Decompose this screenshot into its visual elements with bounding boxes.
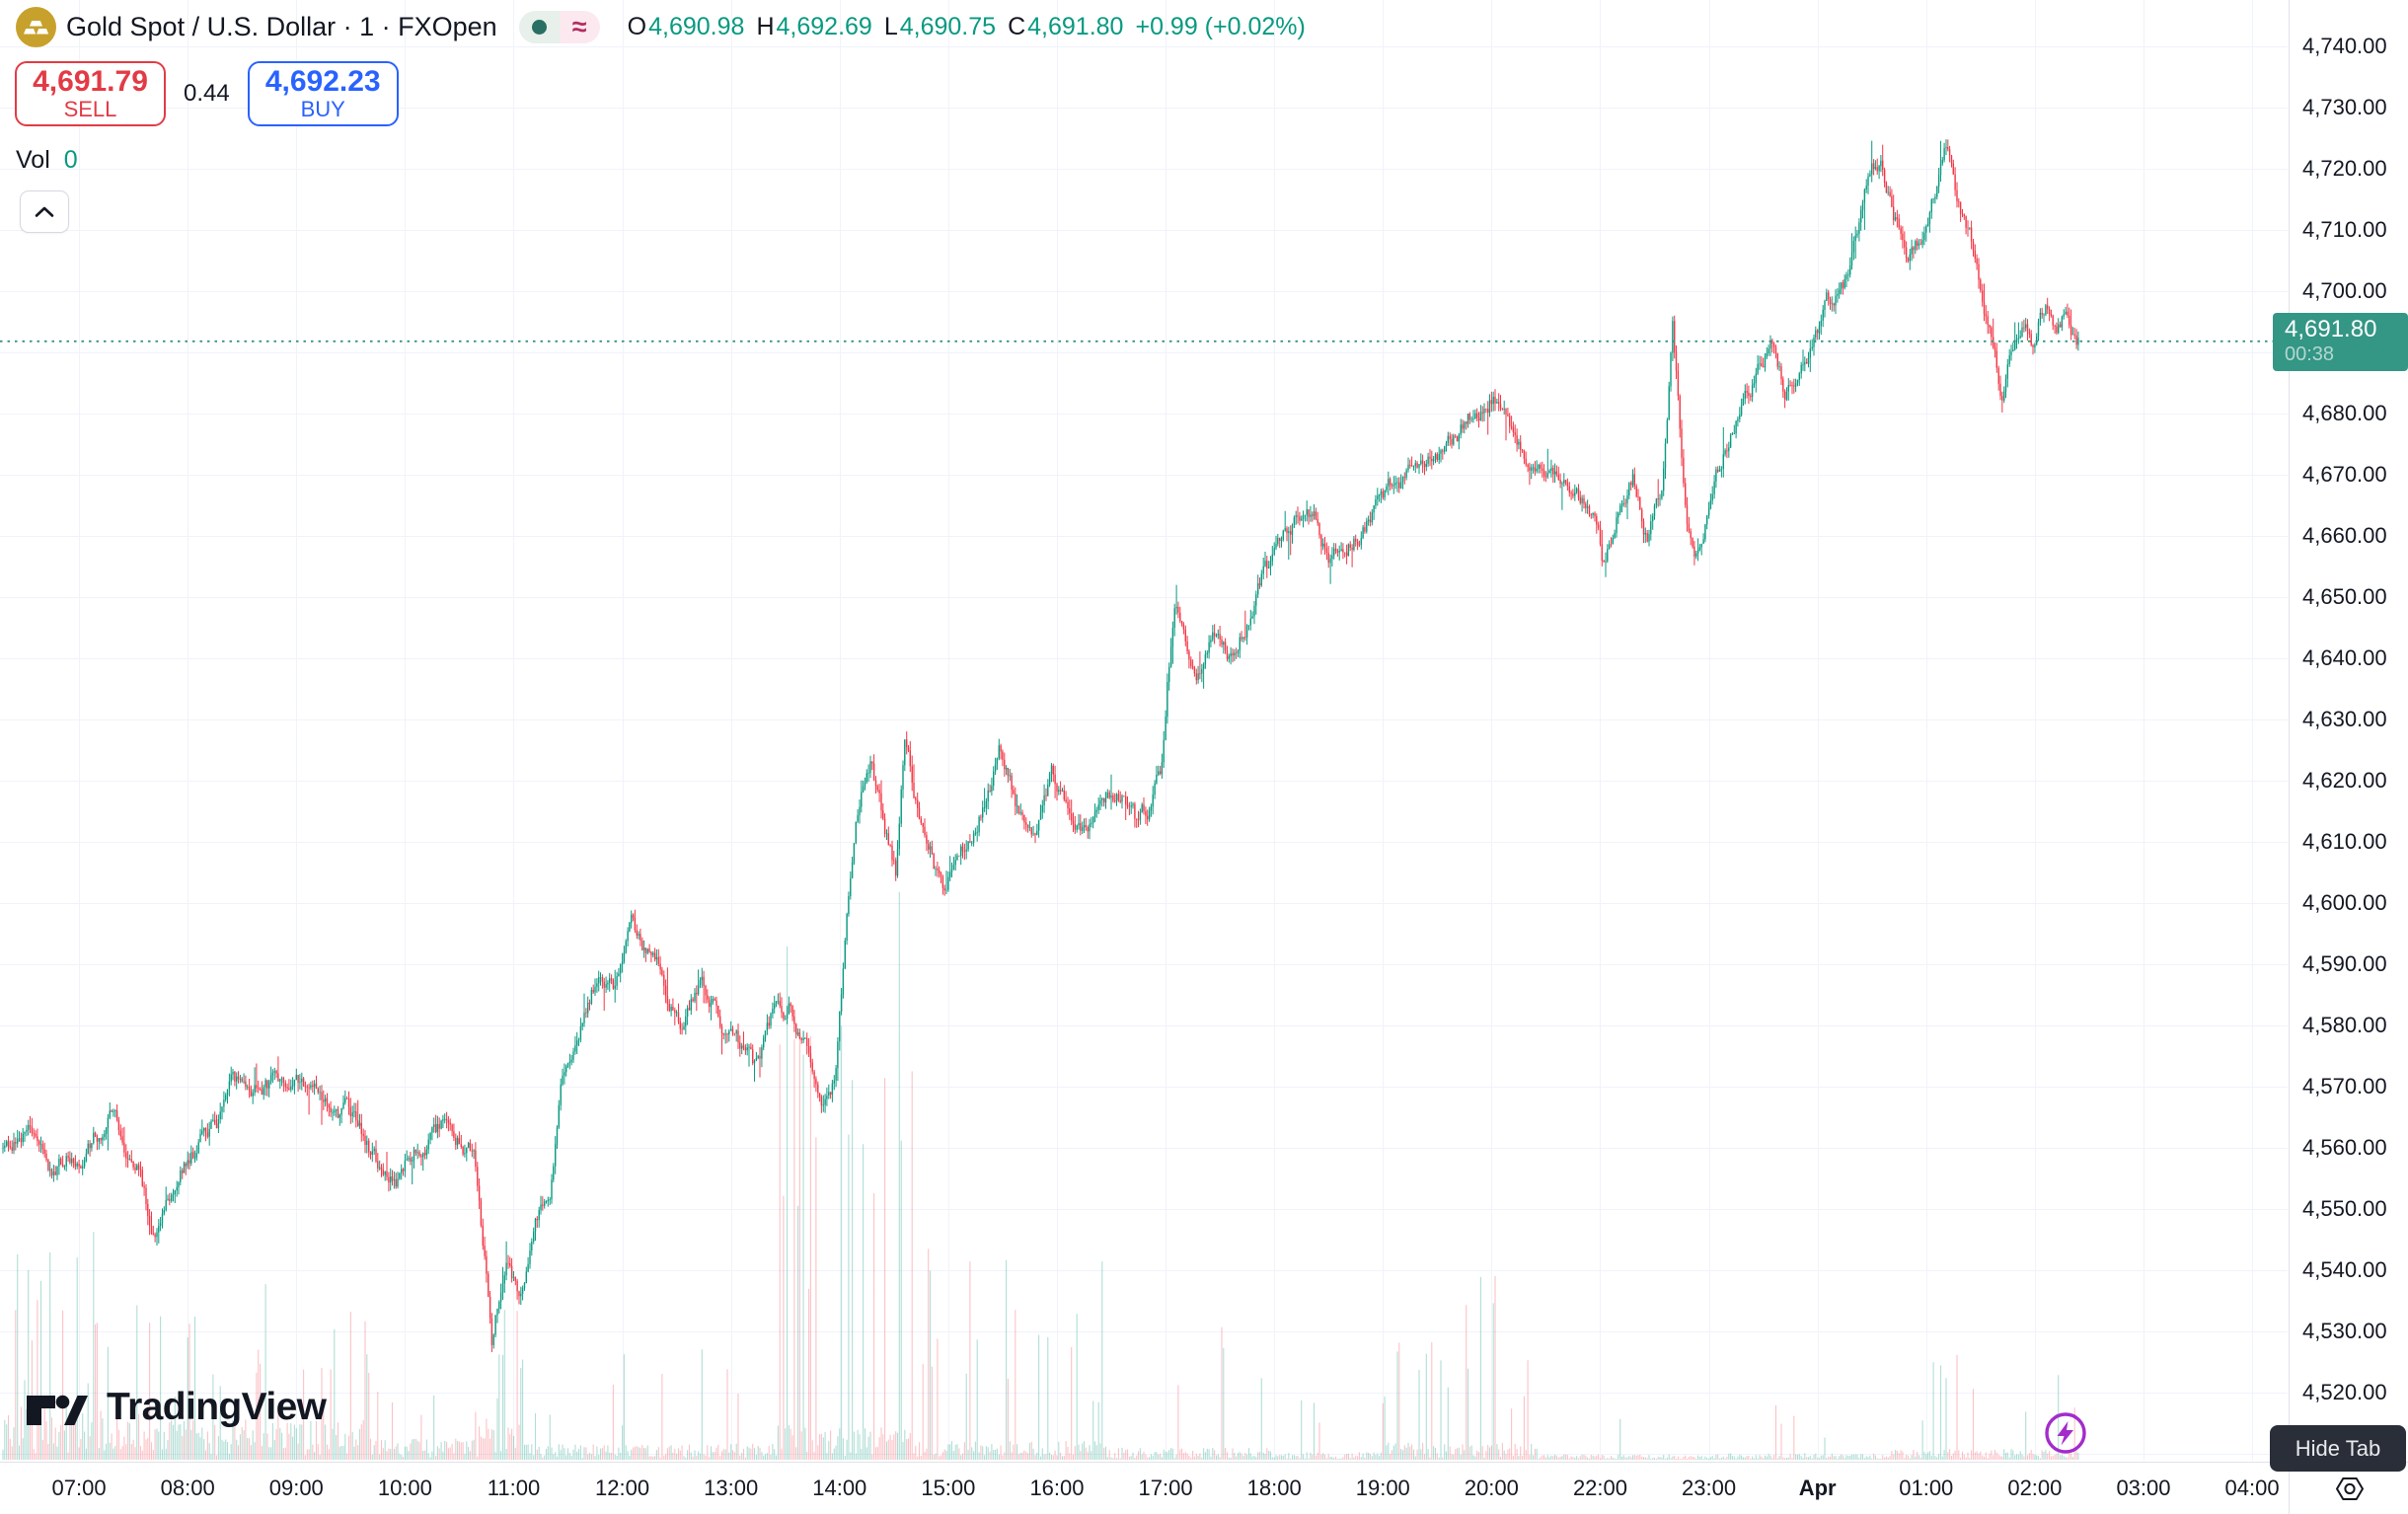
low-label: L xyxy=(883,13,898,40)
time-axis-label: 15:00 xyxy=(921,1476,976,1500)
instant-trading-button[interactable] xyxy=(2044,1411,2087,1460)
last-price-badge: 4,691.80 00:38 xyxy=(2273,312,2408,371)
time-axis[interactable]: 07:00 08:00 09:00 10:00 11:00 12:00 13:00 14:00… xyxy=(0,1462,2288,1514)
price-axis-label: 4,720.00 xyxy=(2302,155,2387,181)
price-axis-label: 4,680.00 xyxy=(2302,400,2387,425)
price-axis-label: 4,740.00 xyxy=(2302,33,2387,58)
price-axis-label: 4,560.00 xyxy=(2302,1134,2387,1160)
price-axis-label: 4,700.00 xyxy=(2302,277,2387,303)
price-axis-label: 4,730.00 xyxy=(2302,94,2387,119)
time-axis-label: 12:00 xyxy=(595,1476,650,1500)
delayed-data-segment: ≈ xyxy=(559,11,600,43)
time-axis-label: 11:00 xyxy=(487,1476,541,1500)
symbol-legend: Gold Spot / U.S. Dollar · 1 · FXOpen ≈ O… xyxy=(16,7,1306,47)
approx-icon: ≈ xyxy=(571,12,587,41)
time-axis-label: 23:00 xyxy=(1682,1476,1737,1500)
time-axis-label: 19:00 xyxy=(1355,1476,1410,1500)
time-axis-label: 02:00 xyxy=(2007,1476,2063,1500)
close-label: C xyxy=(1008,13,1026,40)
symbol-title[interactable]: Gold Spot / U.S. Dollar · 1 · FXOpen xyxy=(66,12,497,41)
price-axis-label: 4,670.00 xyxy=(2302,461,2387,487)
time-axis-label: 17:00 xyxy=(1138,1476,1193,1500)
time-axis-label: 07:00 xyxy=(51,1476,107,1500)
spread-value: 0.44 xyxy=(184,80,230,107)
time-axis-label: Apr xyxy=(1798,1476,1837,1500)
price-axis-label: 4,600.00 xyxy=(2302,889,2387,915)
price-axis-label: 4,540.00 xyxy=(2302,1256,2387,1282)
gold-symbol-icon xyxy=(16,7,56,47)
time-settings-icon[interactable] xyxy=(2334,1474,2366,1504)
lightning-bolt-icon xyxy=(2045,1412,2086,1454)
high-value: 4,692.69 xyxy=(776,13,872,40)
buy-price: 4,692.23 xyxy=(264,64,381,98)
chart-canvas[interactable] xyxy=(0,0,2288,1461)
price-axis-label: 4,610.00 xyxy=(2302,828,2387,854)
price-axis-label: 4,550.00 xyxy=(2302,1195,2387,1221)
buy-label: BUY xyxy=(300,97,345,122)
time-axis-label: 18:00 xyxy=(1246,1476,1302,1500)
low-value: 4,690.75 xyxy=(899,13,997,40)
sell-label: SELL xyxy=(63,97,117,122)
volume-value: 0 xyxy=(63,146,78,174)
candlestick-chart xyxy=(0,0,2288,1461)
open-label: O xyxy=(627,13,647,40)
price-axis-label: 4,660.00 xyxy=(2302,522,2387,548)
time-axis-label: 14:00 xyxy=(812,1476,867,1500)
market-open-segment xyxy=(518,11,560,43)
price-axis-label: 4,650.00 xyxy=(2302,583,2387,609)
close-value: 4,691.80 xyxy=(1027,13,1124,40)
time-axis-label: 10:00 xyxy=(377,1476,432,1500)
tradingview-logo-text: TradingView xyxy=(107,1386,327,1428)
ohlc-readout: O 4,690.98 H 4,692.69 L 4,690.75 C 4,691.80 … xyxy=(616,13,1306,41)
time-axis-label: 22:00 xyxy=(1572,1476,1627,1500)
volume-label: Vol xyxy=(16,146,50,174)
time-axis-label: 04:00 xyxy=(2224,1476,2280,1500)
sell-button[interactable]: 4,691.79 SELL xyxy=(15,61,166,126)
bar-countdown: 00:38 xyxy=(2285,342,2335,365)
time-axis-label: 13:00 xyxy=(704,1476,759,1500)
time-axis-label: 20:00 xyxy=(1464,1476,1519,1500)
open-value: 4,690.98 xyxy=(648,13,745,40)
price-axis-label: 4,580.00 xyxy=(2302,1012,2387,1037)
time-axis-label: 16:00 xyxy=(1029,1476,1085,1500)
trade-panel: 4,691.79 SELL 0.44 4,692.23 BUY xyxy=(15,61,399,126)
tradingview-logo-icon xyxy=(27,1395,88,1425)
price-axis-label: 4,640.00 xyxy=(2302,644,2387,670)
market-open-dot-icon xyxy=(531,20,547,35)
time-axis-label: 03:00 xyxy=(2116,1476,2171,1500)
time-axis-label: 01:00 xyxy=(1899,1476,1954,1500)
price-axis-label: 4,570.00 xyxy=(2302,1073,2387,1098)
time-axis-label: 08:00 xyxy=(160,1476,215,1500)
market-status-pill[interactable]: ≈ xyxy=(518,11,600,43)
price-axis[interactable]: 4,740.00 4,730.00 4,720.00 4,710.00 4,700.00… xyxy=(2289,0,2408,1461)
price-axis-label: 4,620.00 xyxy=(2302,767,2387,793)
time-axis-label: 09:00 xyxy=(268,1476,324,1500)
sell-price: 4,691.79 xyxy=(33,64,148,98)
price-axis-label: 4,710.00 xyxy=(2302,216,2387,242)
price-axis-label: 4,590.00 xyxy=(2302,950,2387,976)
volume-indicator-legend[interactable]: Vol 0 xyxy=(16,146,78,175)
chevron-up-icon xyxy=(35,206,54,217)
buy-button[interactable]: 4,692.23 BUY xyxy=(247,61,399,126)
last-price-value: 4,691.80 xyxy=(2285,315,2377,342)
tradingview-logo[interactable]: TradingView xyxy=(25,1386,327,1429)
high-label: H xyxy=(756,13,775,40)
hide-tab-label: Hide Tab xyxy=(2295,1435,2381,1461)
collapse-panel-button[interactable] xyxy=(20,190,69,233)
change-value: +0.99 (+0.02%) xyxy=(1135,13,1306,40)
hide-tab-button[interactable]: Hide Tab xyxy=(2270,1425,2406,1472)
price-axis-label: 4,530.00 xyxy=(2302,1318,2387,1343)
price-axis-label: 4,630.00 xyxy=(2302,706,2387,731)
price-axis-label: 4,520.00 xyxy=(2302,1379,2387,1404)
